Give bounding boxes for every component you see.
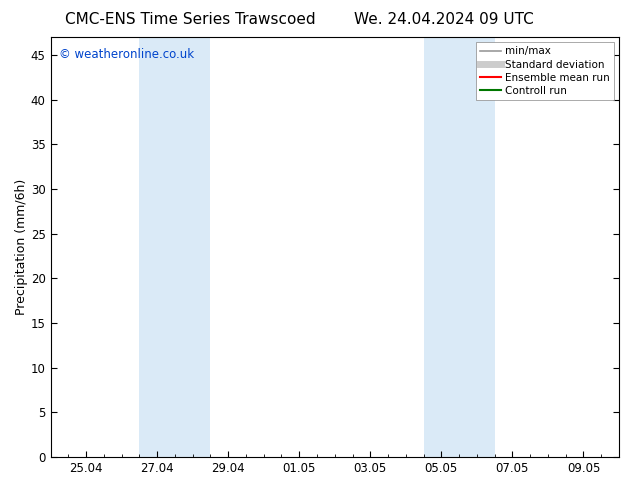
- Bar: [424, 37, 495, 457]
- Bar: [139, 37, 210, 457]
- Y-axis label: Precipitation (mm/6h): Precipitation (mm/6h): [15, 179, 28, 315]
- Legend: min/max, Standard deviation, Ensemble mean run, Controll run: min/max, Standard deviation, Ensemble me…: [476, 42, 614, 100]
- Text: CMC-ENS Time Series Trawscoed: CMC-ENS Time Series Trawscoed: [65, 12, 316, 27]
- Text: We. 24.04.2024 09 UTC: We. 24.04.2024 09 UTC: [354, 12, 534, 27]
- Text: © weatheronline.co.uk: © weatheronline.co.uk: [59, 48, 194, 61]
